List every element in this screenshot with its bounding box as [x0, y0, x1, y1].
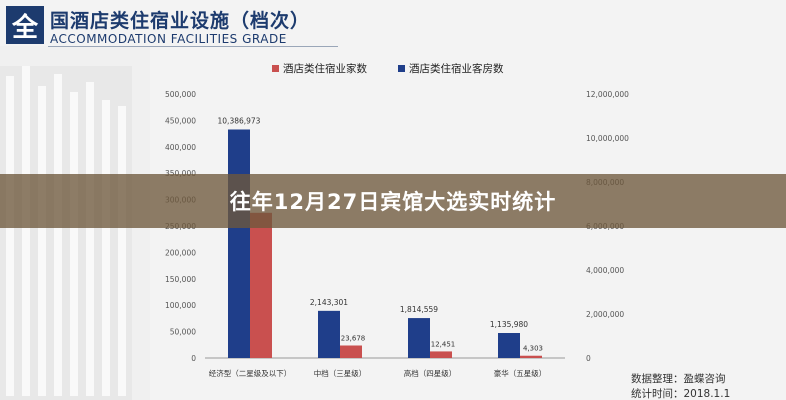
y-left-tick-label: 200,000 [165, 248, 196, 257]
y-left-tick-label: 400,000 [165, 143, 196, 152]
legend-swatch-rooms [398, 65, 405, 72]
bar-hotels [340, 345, 362, 358]
page-subtitle: ACCOMMODATION FACILITIES GRADE [50, 32, 287, 46]
x-category-label: 豪华（五星级） [494, 368, 547, 378]
bar-hotels-value-label: 23,678 [341, 334, 366, 342]
y-left-tick-label: 450,000 [165, 116, 196, 125]
x-category-label: 经济型（二星级及以下） [209, 368, 292, 378]
y-left-tick-label: 350,000 [165, 169, 196, 178]
bar-hotels-value-label: 12,451 [431, 340, 456, 348]
page-title: 国酒店类住宿业设施（档次） [50, 10, 311, 32]
legend-label-rooms: 酒店类住宿业客房数 [409, 62, 504, 75]
bar-hotels [250, 212, 272, 358]
legend-label-hotels: 酒店类住宿业家数 [283, 62, 367, 75]
logo-mark: 全 [6, 6, 44, 44]
y-right-tick-label: 0 [586, 354, 591, 363]
bar-rooms-value-label: 2,143,301 [310, 298, 348, 307]
x-category-label: 高档（四星级） [404, 368, 457, 378]
y-right-tick-label: 2,000,000 [586, 310, 624, 319]
y-left-tick-label: 100,000 [165, 301, 196, 310]
bar-rooms [318, 310, 340, 358]
stat-time-line: 统计时间：2018.1.1 [631, 388, 731, 400]
bar-rooms [228, 129, 250, 358]
legend-swatch-hotels [272, 65, 279, 72]
bar-rooms-value-label: 1,135,980 [490, 320, 528, 329]
y-right-tick-label: 12,000,000 [586, 90, 629, 99]
bar-rooms-value-label: 10,386,973 [218, 116, 261, 125]
source-line: 数据整理：盈蝶咨询 [631, 373, 726, 385]
bar-hotels [430, 351, 452, 358]
overlay-banner: 往年12月27日宾馆大选实时统计 [0, 174, 786, 228]
y-right-tick-label: 10,000,000 [586, 134, 629, 143]
bar-rooms [498, 333, 520, 358]
bar-rooms-value-label: 1,814,559 [400, 305, 438, 314]
bar-rooms [408, 318, 430, 358]
banner-title: 往年12月27日宾馆大选实时统计 [229, 190, 557, 214]
source-note: 数据整理：盈蝶咨询 统计时间：2018.1.1 [631, 372, 730, 400]
title-divider [48, 46, 338, 47]
y-right-tick-label: 4,000,000 [586, 266, 624, 275]
x-category-label: 中档（三星级） [314, 368, 367, 378]
bar-hotels-value-label: 4,303 [523, 345, 543, 353]
y-left-tick-label: 50,000 [170, 328, 196, 337]
y-left-tick-label: 150,000 [165, 275, 196, 284]
y-left-tick-label: 0 [191, 354, 196, 363]
bar-hotels [520, 355, 542, 358]
y-left-tick-label: 500,000 [165, 90, 196, 99]
